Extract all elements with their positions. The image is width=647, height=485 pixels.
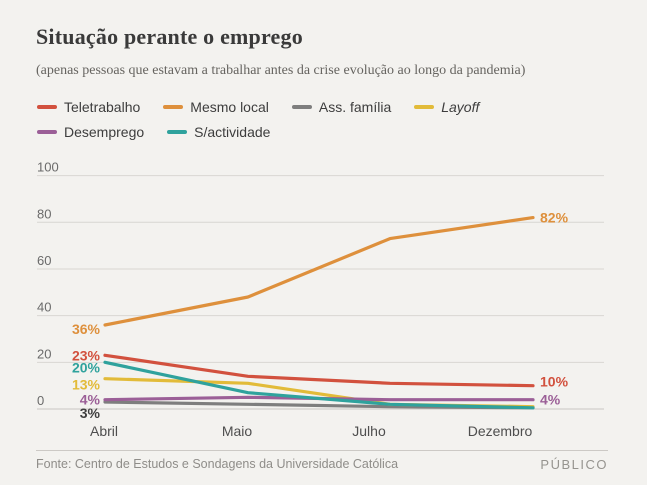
y-axis-tick-20: 20 [37,346,51,361]
legend-label: S/actividade [194,124,271,140]
chart-subtitle: (apenas pessoas que estavam a trabalhar … [36,63,526,78]
legend-swatch-icon [37,130,57,134]
x-axis-tick-dezembro: Dezembro [468,423,533,439]
y-axis-tick-0: 0 [37,393,44,408]
value-label-right-4: 4% [540,392,561,408]
value-label-left-23: 23% [72,347,101,363]
page-title: Situação perante o emprego [36,24,303,49]
legend-item-s-actividade: S/actividade [167,124,270,140]
legend-item-desemprego: Desemprego [37,124,144,140]
legend-swatch-icon [414,105,435,109]
legend-label: Desemprego [64,124,145,140]
value-label-left-36: 36% [72,321,101,337]
chart-legend: Teletrabalho Mesmo local Ass. família Layof… [37,99,519,140]
legend-item-teletrabalho: Teletrabalho [37,99,140,115]
value-label-right-82: 82% [540,210,569,226]
footer-divider [36,450,608,451]
y-axis-tick-100: 100 [37,160,59,175]
value-label-left-3: 3% [80,405,101,421]
legend-label: Mesmo local [190,99,269,115]
legend-swatch-icon [167,130,188,134]
value-label-left-4: 4% [80,392,101,408]
value-label-left-13: 13% [72,377,101,393]
legend-label: Teletrabalho [64,99,141,115]
legend-swatch-icon [291,105,312,109]
legend-item-layoff: Layoff [414,99,479,115]
legend-item-mesmo-local: Mesmo local [163,99,269,115]
legend-swatch-icon [163,105,184,109]
series-line-s-actividade [103,360,535,410]
y-axis-tick-80: 80 [37,206,51,221]
y-axis-tick-60: 60 [37,253,51,268]
legend-item-ass-fam-lia: Ass. família [291,99,392,115]
x-axis-tick-abril: Abril [90,423,118,439]
value-label-left-20: 20% [72,359,101,375]
series-line-mesmo-local [103,216,535,327]
y-axis-tick-40: 40 [37,300,51,315]
legend-label: Ass. família [318,99,392,115]
x-axis-tick-julho: Julho [352,423,386,439]
legend-label: Layoff [441,99,480,115]
publication-brand: PÚBLICO [540,457,608,472]
legend-swatch-icon [37,105,57,109]
value-label-right-10: 10% [540,374,569,390]
source-credit: Fonte: Centro de Estudos e Sondagens da … [36,457,399,471]
series-line-teletrabalho [103,353,535,388]
x-axis-tick-maio: Maio [222,423,253,439]
